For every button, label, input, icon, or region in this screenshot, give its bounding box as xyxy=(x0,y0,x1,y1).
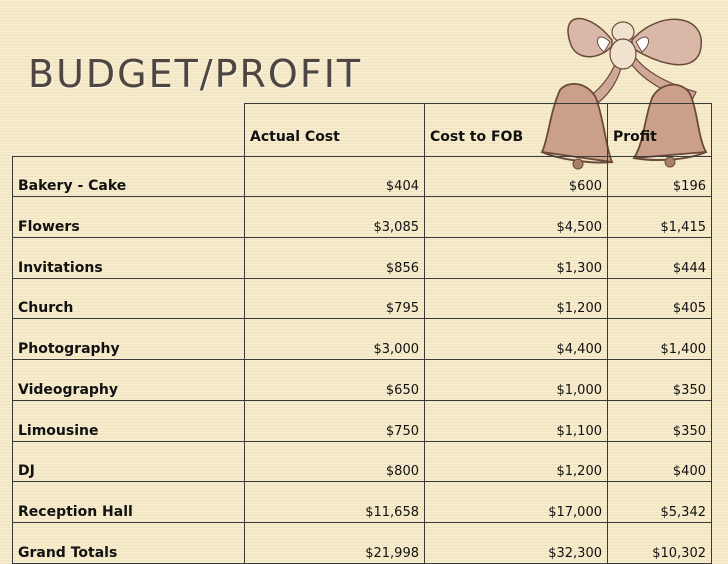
cost-to-fob-cell: $1,200 xyxy=(424,440,608,483)
row-label: Photography xyxy=(12,318,245,361)
header-actual-cost: Actual Cost xyxy=(244,103,425,157)
profit-cell: $444 xyxy=(607,237,712,279)
profit-cell: $196 xyxy=(607,155,712,198)
cost-to-fob-cell: $1,100 xyxy=(424,399,608,442)
budget-table: Actual Cost Cost to FOB Profit Bakery - … xyxy=(12,103,712,564)
profit-cell: $400 xyxy=(607,440,712,483)
cost-to-fob-cell: $4,500 xyxy=(424,196,608,239)
table-row-grand-totals: Grand Totals $21,998 $32,300 $10,302 xyxy=(12,521,712,564)
table-header-row: Actual Cost Cost to FOB Profit xyxy=(12,103,712,157)
table-row: Invitations $856 $1,300 $444 xyxy=(12,237,712,279)
table-row: Videography $650 $1,000 $350 xyxy=(12,359,712,401)
row-label: Church xyxy=(12,277,245,320)
row-label: DJ xyxy=(12,440,245,483)
actual-cost-cell: $800 xyxy=(244,440,425,483)
actual-cost-cell: $404 xyxy=(244,155,425,198)
actual-cost-cell: $3,000 xyxy=(244,318,425,361)
row-label: Reception Hall xyxy=(12,481,245,523)
table-row: Flowers $3,085 $4,500 $1,415 xyxy=(12,196,712,239)
table-row: DJ $800 $1,200 $400 xyxy=(12,440,712,483)
slide-title: Budget/Profit xyxy=(28,52,363,96)
actual-cost-cell: $856 xyxy=(244,237,425,279)
row-label: Limousine xyxy=(12,399,245,442)
cost-to-fob-cell: $17,000 xyxy=(424,481,608,523)
table-row: Photography $3,000 $4,400 $1,400 xyxy=(12,318,712,361)
cost-to-fob-cell: $1,200 xyxy=(424,277,608,320)
header-profit: Profit xyxy=(607,103,712,157)
profit-cell: $350 xyxy=(607,399,712,442)
profit-cell: $1,400 xyxy=(607,318,712,361)
cost-to-fob-cell: $1,300 xyxy=(424,237,608,279)
actual-cost-cell: $795 xyxy=(244,277,425,320)
row-label: Grand Totals xyxy=(12,521,245,564)
row-label: Flowers xyxy=(12,196,245,239)
profit-cell: $405 xyxy=(607,277,712,320)
actual-cost-cell: $650 xyxy=(244,359,425,401)
actual-cost-cell: $21,998 xyxy=(244,521,425,564)
header-cost-to-fob: Cost to FOB xyxy=(424,103,608,157)
profit-cell: $10,302 xyxy=(607,521,712,564)
actual-cost-cell: $750 xyxy=(244,399,425,442)
actual-cost-cell: $11,658 xyxy=(244,481,425,523)
cost-to-fob-cell: $600 xyxy=(424,155,608,198)
table-row: Reception Hall $11,658 $17,000 $5,342 xyxy=(12,481,712,523)
cost-to-fob-cell: $4,400 xyxy=(424,318,608,361)
cost-to-fob-cell: $1,000 xyxy=(424,359,608,401)
header-blank xyxy=(12,103,245,157)
cost-to-fob-cell: $32,300 xyxy=(424,521,608,564)
profit-cell: $350 xyxy=(607,359,712,401)
table-row: Church $795 $1,200 $405 xyxy=(12,277,712,320)
table-row: Limousine $750 $1,100 $350 xyxy=(12,399,712,442)
profit-cell: $5,342 xyxy=(607,481,712,523)
profit-cell: $1,415 xyxy=(607,196,712,239)
row-label: Bakery - Cake xyxy=(12,155,245,198)
table-row: Bakery - Cake $404 $600 $196 xyxy=(12,155,712,198)
row-label: Videography xyxy=(12,359,245,401)
actual-cost-cell: $3,085 xyxy=(244,196,425,239)
row-label: Invitations xyxy=(12,237,245,279)
